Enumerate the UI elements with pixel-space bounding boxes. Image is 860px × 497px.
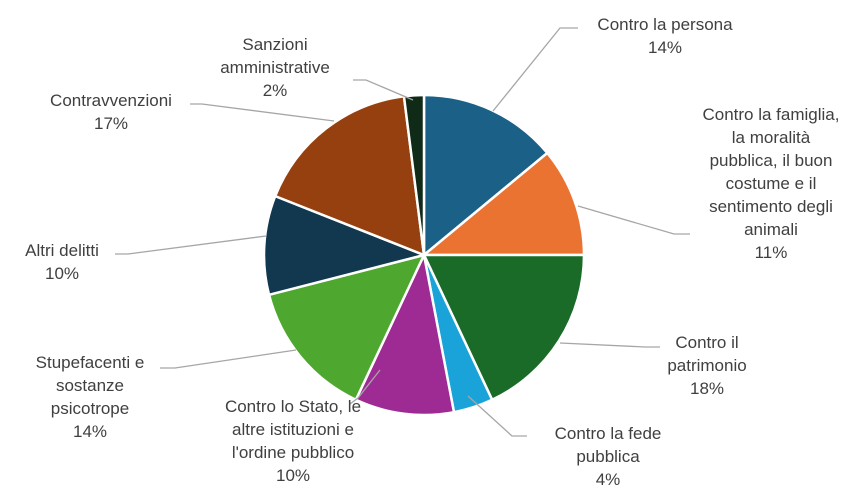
leader-line-7 xyxy=(115,235,267,255)
slice-percentage: 10% xyxy=(276,466,310,485)
slice-label-line: Contro la persona xyxy=(597,15,733,34)
slice-label-2: Contro la famiglia, la moralità pubblica, … xyxy=(702,105,839,262)
slice-label-line: sentimento degli xyxy=(709,197,833,216)
slice-percentage: 14% xyxy=(648,38,682,57)
slice-label-line: amministrative xyxy=(220,58,330,77)
slice-label-line: l'ordine pubblico xyxy=(232,443,354,462)
slice-label-1: Contro la persona 14% xyxy=(597,15,733,57)
pie-slice-1 xyxy=(422,93,550,258)
slice-label-line: Stupefacenti e xyxy=(36,353,145,372)
slice-percentage: 2% xyxy=(263,81,288,100)
slice-label-line: costume e il xyxy=(726,174,817,193)
slice-label-line: Sanzioni xyxy=(242,35,307,54)
slice-label-line: Contro lo Stato, le xyxy=(225,397,361,416)
leader-line-2 xyxy=(577,205,690,235)
slice-label-line: la moralità xyxy=(732,128,811,147)
slice-label-8: Contravvenzioni 17% xyxy=(50,91,172,133)
leader-line-3 xyxy=(559,342,660,348)
leader-line-5 xyxy=(349,369,381,405)
slice-label-line: Altri delitti xyxy=(25,241,99,260)
slice-percentage: 14% xyxy=(73,422,107,441)
slice-labels: Contro la persona 14% Contro la famiglia, l… xyxy=(25,15,839,489)
leader-line-4 xyxy=(467,395,527,437)
slice-label-line: animali xyxy=(744,220,798,239)
slice-label-line: patrimonio xyxy=(667,356,746,375)
pie-slice-5 xyxy=(354,250,456,417)
slice-label-line: altre istituzioni e xyxy=(232,420,354,439)
slice-percentage: 11% xyxy=(755,243,788,262)
pie-slice-8 xyxy=(273,94,426,257)
slice-label-9: Sanzioni amministrative 2% xyxy=(220,35,330,100)
leader-line-1 xyxy=(492,27,578,112)
pie-slice-2 xyxy=(420,151,586,257)
slice-percentage: 17% xyxy=(94,114,128,133)
slice-label-line: psicotrope xyxy=(51,399,129,418)
pie-slice-7 xyxy=(262,194,429,297)
slice-label-line: pubblica, il buon xyxy=(710,151,833,170)
leader-line-8 xyxy=(190,103,335,122)
slice-label-line: Contro la fede xyxy=(555,424,662,443)
slice-label-line: Contro la famiglia, xyxy=(702,105,839,124)
slice-percentage: 10% xyxy=(45,264,79,283)
slice-label-6: Stupefacenti e sostanze psicotrope 14% xyxy=(36,353,145,441)
slice-label-line: sostanze xyxy=(56,376,124,395)
slice-label-line: Contro il xyxy=(675,333,738,352)
leader-lines xyxy=(115,27,690,437)
slice-label-3: Contro il patrimonio 18% xyxy=(667,333,746,398)
leader-line-9 xyxy=(353,79,414,101)
pie-slice-3 xyxy=(422,253,586,402)
slice-label-4: Contro la fede pubblica 4% xyxy=(555,424,662,489)
slice-label-7: Altri delitti 10% xyxy=(25,241,99,283)
pie-slice-6 xyxy=(267,253,427,402)
pie-slices xyxy=(262,93,586,417)
slice-percentage: 18% xyxy=(690,379,724,398)
slice-label-line: Contravvenzioni xyxy=(50,91,172,110)
leader-line-6 xyxy=(160,349,297,369)
slice-percentage: 4% xyxy=(596,470,621,489)
slice-label-5: Contro lo Stato, le altre istituzioni e l'… xyxy=(225,397,361,485)
slice-label-line: pubblica xyxy=(576,447,640,466)
